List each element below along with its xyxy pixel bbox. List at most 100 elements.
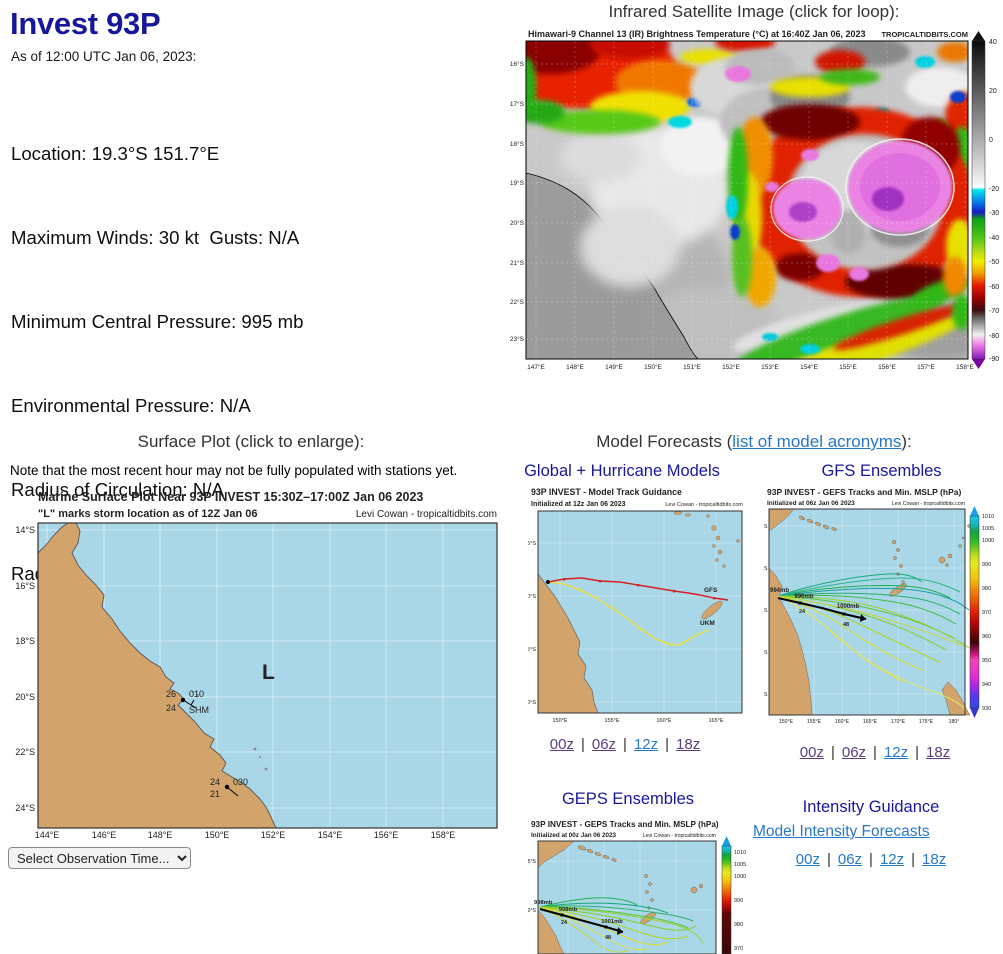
svg-text:980: 980 [982, 586, 991, 592]
gfs-ensembles-heading: GFS Ensembles [821, 462, 942, 480]
satellite-image[interactable]: Himawari-9 Channel 13 (IR) Brightness Te… [510, 27, 1003, 380]
svg-text:1010: 1010 [982, 514, 994, 520]
svg-text:10°S: 10°S [764, 524, 768, 530]
satellite-ir-imagery [526, 41, 968, 359]
gefs-time-12z[interactable]: 12z [883, 744, 909, 761]
stat-max-winds: Maximum Winds: 30 kt Gusts: N/A [11, 227, 300, 248]
svg-text:165°E: 165°E [863, 719, 878, 725]
svg-text:SHM: SHM [189, 705, 209, 715]
surface-plot-image[interactable]: Marine Surface Plot Near 93P INVEST 15:3… [8, 487, 500, 839]
svg-text:24: 24 [561, 920, 567, 926]
svg-text:154°E: 154°E [800, 363, 818, 371]
svg-text:0: 0 [989, 137, 993, 144]
svg-text:1010: 1010 [734, 850, 746, 856]
svg-text:156°E: 156°E [878, 363, 896, 371]
separator: | [665, 736, 670, 753]
svg-text:23°S: 23°S [510, 335, 525, 343]
surface-map-border [37, 522, 498, 829]
surface-plot-subtitle: "L" marks storm location as of 12Z Jan 0… [38, 508, 258, 520]
intensity-time-06z[interactable]: 06z [837, 851, 863, 868]
svg-text:960: 960 [982, 634, 991, 640]
svg-text:156°E: 156°E [374, 830, 399, 839]
surface-plot-title: Marine Surface Plot Near 93P INVEST 15:3… [38, 490, 423, 504]
intensity-time-00z[interactable]: 00z [795, 851, 820, 868]
svg-text:18°S: 18°S [15, 636, 35, 646]
gefs-time-18z[interactable]: 18z [926, 744, 951, 761]
svg-text:48: 48 [605, 935, 611, 941]
track-time-06z[interactable]: 06z [591, 736, 617, 753]
geps-member-tracks [539, 897, 704, 953]
svg-text:40: 40 [989, 39, 997, 46]
svg-text:UKM: UKM [700, 620, 715, 627]
svg-text:930: 930 [982, 706, 991, 712]
track-time-18z[interactable]: 18z [676, 736, 701, 753]
svg-text:970: 970 [734, 946, 743, 952]
svg-text:030: 030 [233, 777, 248, 787]
svg-text:-70: -70 [989, 308, 999, 315]
gefs-x-axis: 150°E 155°E 160°E 165°E 170°E 175°E 180° [779, 719, 959, 725]
observation-time-select[interactable]: Select Observation Time... [8, 847, 191, 869]
svg-text:998mb: 998mb [534, 900, 553, 906]
separator: | [580, 736, 585, 753]
svg-text:-50: -50 [989, 259, 999, 266]
observation-time-select-wrap: Select Observation Time... [8, 847, 191, 869]
svg-text:25°S: 25°S [528, 647, 536, 653]
svg-text:24: 24 [210, 777, 220, 787]
svg-text:153°E: 153°E [761, 363, 779, 371]
svg-text:1000mb: 1000mb [837, 604, 860, 610]
geps-plot-init: Initialized at 00z Jan 06 2023 [531, 832, 617, 839]
gefs-member-tracks [777, 573, 970, 711]
gefs-colorbar: 1010 1005 1000 990 980 970 960 950 940 9… [969, 506, 994, 718]
gefs-time-06z[interactable]: 06z [841, 744, 867, 761]
svg-text:21°S: 21°S [510, 259, 525, 267]
model-track-guidance-image[interactable]: 93P INVEST - Model Track Guidance Initia… [528, 486, 746, 729]
svg-text:14°S: 14°S [15, 525, 35, 535]
satellite-map-border [525, 40, 969, 360]
svg-text:144°E: 144°E [35, 830, 60, 839]
station-plot-2: 24 030 21 [210, 777, 248, 799]
model-intensity-forecasts-label[interactable]: Model Intensity Forecasts [753, 823, 930, 840]
svg-text:970: 970 [982, 610, 991, 616]
track-time-00z[interactable]: 00z [549, 736, 574, 753]
svg-text:30°S: 30°S [528, 700, 536, 706]
track-time-12z[interactable]: 12z [633, 736, 659, 753]
svg-text:980: 980 [734, 922, 743, 928]
svg-text:17°S: 17°S [510, 100, 525, 108]
track-gfs: GFS [547, 577, 729, 601]
gefs-ensembles-image[interactable]: 93P INVEST - GEFS Tracks and Min. MSLP (… [764, 486, 1003, 732]
queensland-coastline [37, 522, 277, 829]
gefs-time-00z[interactable]: 00z [799, 744, 824, 761]
gefs-plot-title: 93P INVEST - GEFS Tracks and Min. MSLP (… [767, 487, 961, 497]
intensity-time-12z[interactable]: 12z [879, 851, 905, 868]
track-ukm: UKM [547, 581, 715, 646]
model-forecasts-title-pre: Model Forecasts ( [596, 432, 733, 451]
station-plot-1: 26 010 24 SHM [166, 689, 209, 715]
svg-text:20°S: 20°S [510, 219, 525, 227]
svg-text:25°S: 25°S [764, 650, 768, 656]
satellite-colorbar: 40 20 0 -20 -30 -40 -50 -60 -70 -80 -90 [971, 31, 999, 369]
intensity-time-18z[interactable]: 18z [922, 851, 947, 868]
intensity-guidance-heading: Intensity Guidance [802, 798, 940, 816]
svg-text:148°E: 148°E [148, 830, 173, 839]
svg-text:24°S: 24°S [15, 803, 35, 813]
stat-radius-circulation: Radius of Circulation: N/A [11, 479, 224, 500]
svg-text:15°S: 15°S [528, 859, 537, 865]
svg-text:20°S: 20°S [528, 908, 537, 914]
svg-text:22°S: 22°S [510, 298, 525, 306]
model-intensity-forecasts-link[interactable]: Model Intensity Forecasts [753, 823, 930, 841]
separator: | [915, 744, 920, 761]
model-forecasts-title-post: ): [901, 432, 912, 451]
track-y-axis: 15°S 20°S 25°S 30°S [528, 541, 536, 706]
geps-ensembles-image[interactable]: 93P INVEST - GEPS Tracks and Min. MSLP (… [528, 818, 750, 954]
separator: | [873, 744, 877, 761]
svg-text:180°: 180° [949, 719, 960, 725]
storm-location-marker: L [262, 661, 275, 684]
satellite-x-axis: 147°E 148°E 149°E 150°E 151°E 152°E 153°E 15… [527, 363, 974, 371]
satellite-y-axis: 16°S 17°S 18°S 19°S 20°S 21°S 22°S 23°S [510, 60, 525, 343]
svg-text:155°E: 155°E [807, 719, 822, 725]
small-islands [192, 691, 268, 771]
svg-text:30°S: 30°S [764, 692, 768, 698]
model-acronyms-link[interactable]: list of model acronyms [732, 432, 902, 451]
svg-text:16°S: 16°S [510, 60, 525, 68]
svg-text:1005: 1005 [734, 862, 746, 868]
